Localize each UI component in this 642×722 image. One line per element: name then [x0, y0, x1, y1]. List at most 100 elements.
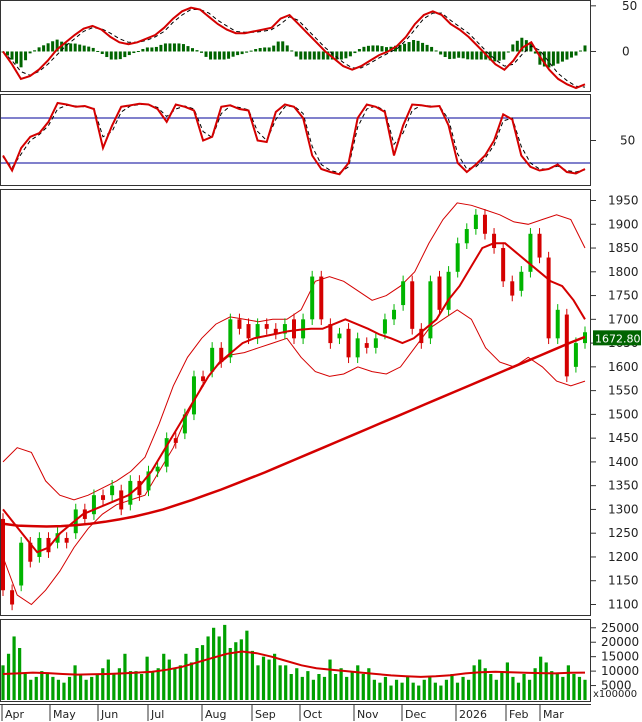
candle-body [310, 276, 315, 320]
macd-histogram-bar [236, 51, 240, 56]
macd-histogram-bar [335, 51, 339, 60]
candle-body [410, 281, 415, 329]
macd-histogram-bar [272, 45, 276, 52]
x-axis-tick-label: Jul [150, 708, 164, 721]
price-axis-tick-label: 1200 [608, 550, 639, 564]
volume-moving-average [2, 650, 586, 678]
last-price-label: 1672.800 [595, 332, 642, 345]
macd-histogram-bar [317, 51, 321, 60]
candle-body [182, 414, 187, 434]
price-axis-tick-label: 1150 [608, 574, 639, 588]
macd-histogram-bar [497, 51, 501, 61]
volume-bar [128, 671, 133, 700]
candle-body [492, 233, 497, 249]
candle-body [355, 338, 360, 358]
volume-bar [73, 665, 77, 700]
macd-histogram-bar [412, 40, 416, 52]
macd-histogram-bar [452, 51, 456, 59]
volume-bar [300, 676, 304, 700]
volume-bar [123, 653, 127, 700]
macd-panel-frame [0, 0, 591, 92]
macd-histogram-bar [353, 51, 357, 54]
volume-bar [101, 668, 105, 700]
macd-histogram-bar [114, 51, 118, 60]
x-axis-tick-label: Mar [543, 708, 564, 721]
volume-bar [311, 679, 315, 700]
macd-histogram-bar [339, 51, 343, 60]
macd-histogram-bar [475, 51, 479, 60]
candle-body [19, 542, 24, 586]
volume-bar [45, 674, 49, 700]
volume-bar [356, 665, 360, 700]
macd-histogram-bar [430, 46, 434, 52]
macd-histogram-bar [218, 51, 222, 60]
macd-histogram-bar [172, 43, 176, 52]
volume-panel-frame [0, 619, 591, 702]
volume-bar [372, 679, 376, 700]
volume-axis-tick-label: 25000 [601, 621, 639, 635]
macd-histogram-bar [227, 51, 231, 59]
volume-bar [361, 674, 365, 700]
macd-axis-tick-label: 50 [622, 0, 637, 13]
candle-body [219, 347, 224, 363]
volume-bar [367, 668, 371, 700]
volume-bar [394, 679, 399, 700]
volume-bar [84, 679, 88, 700]
volume-bar [461, 676, 465, 700]
macd-histogram-bar [177, 43, 181, 52]
macd-histogram-bar [222, 51, 226, 60]
macd-histogram-bar [384, 47, 388, 52]
volume-bar [389, 685, 393, 700]
price-axis-tick-label: 1400 [608, 455, 639, 469]
candle-body [419, 328, 424, 344]
x-axis-tick-label: Aug [205, 708, 226, 721]
volume-bar [577, 676, 582, 700]
price-axis-tick-label: 1450 [608, 431, 639, 445]
x-axis-tick-label: Nov [357, 708, 379, 721]
candle-body [137, 480, 142, 496]
macd-histogram-bar [168, 43, 172, 52]
macd-histogram-bar [200, 51, 204, 53]
price-axis-tick-label: 1250 [608, 526, 639, 540]
volume-bar [422, 679, 426, 700]
macd-histogram-bar [362, 46, 366, 52]
macd-histogram-bar [78, 44, 82, 52]
volume-bar [439, 685, 443, 700]
volume-bar [339, 668, 343, 700]
volume-bar [189, 662, 194, 700]
volume-bar [289, 674, 293, 700]
volume-bar [79, 674, 83, 700]
price-axis-tick-label: 1850 [608, 241, 639, 255]
macd-histogram-bar [73, 43, 77, 52]
volume-bar [106, 659, 110, 700]
price-axis-tick-label: 1600 [608, 360, 639, 374]
macd-histogram-bar [37, 47, 41, 52]
volume-bar [112, 674, 116, 700]
macd-histogram-bar [33, 50, 37, 52]
macd-histogram-bar [312, 51, 316, 60]
volume-bar [483, 668, 487, 700]
macd-histogram-bar [64, 43, 68, 52]
macd-histogram-bar [249, 50, 253, 52]
volume-bar [455, 682, 460, 700]
x-axis-tick-label: May [53, 708, 76, 721]
macd-histogram-bar [457, 51, 461, 58]
stochastic-axis-tick-label: 50 [620, 134, 635, 148]
volume-bar [29, 679, 33, 700]
volume-bar [239, 639, 243, 700]
volume-bar [527, 679, 532, 700]
volume-bar [511, 676, 515, 700]
macd-histogram-bar [141, 48, 145, 52]
macd-histogram-bar [276, 41, 280, 52]
volume-bar [200, 645, 205, 700]
volume-bar [522, 674, 526, 700]
volume-bar [206, 636, 210, 700]
macd-histogram-bar [181, 44, 185, 52]
volume-bar [40, 671, 44, 700]
price-axis-tick-label: 1750 [608, 289, 639, 303]
stochastic-panel: 50 [1, 101, 635, 176]
macd-histogram-bar [159, 44, 163, 52]
volume-bar [151, 671, 155, 700]
macd-histogram-bar [186, 46, 190, 52]
